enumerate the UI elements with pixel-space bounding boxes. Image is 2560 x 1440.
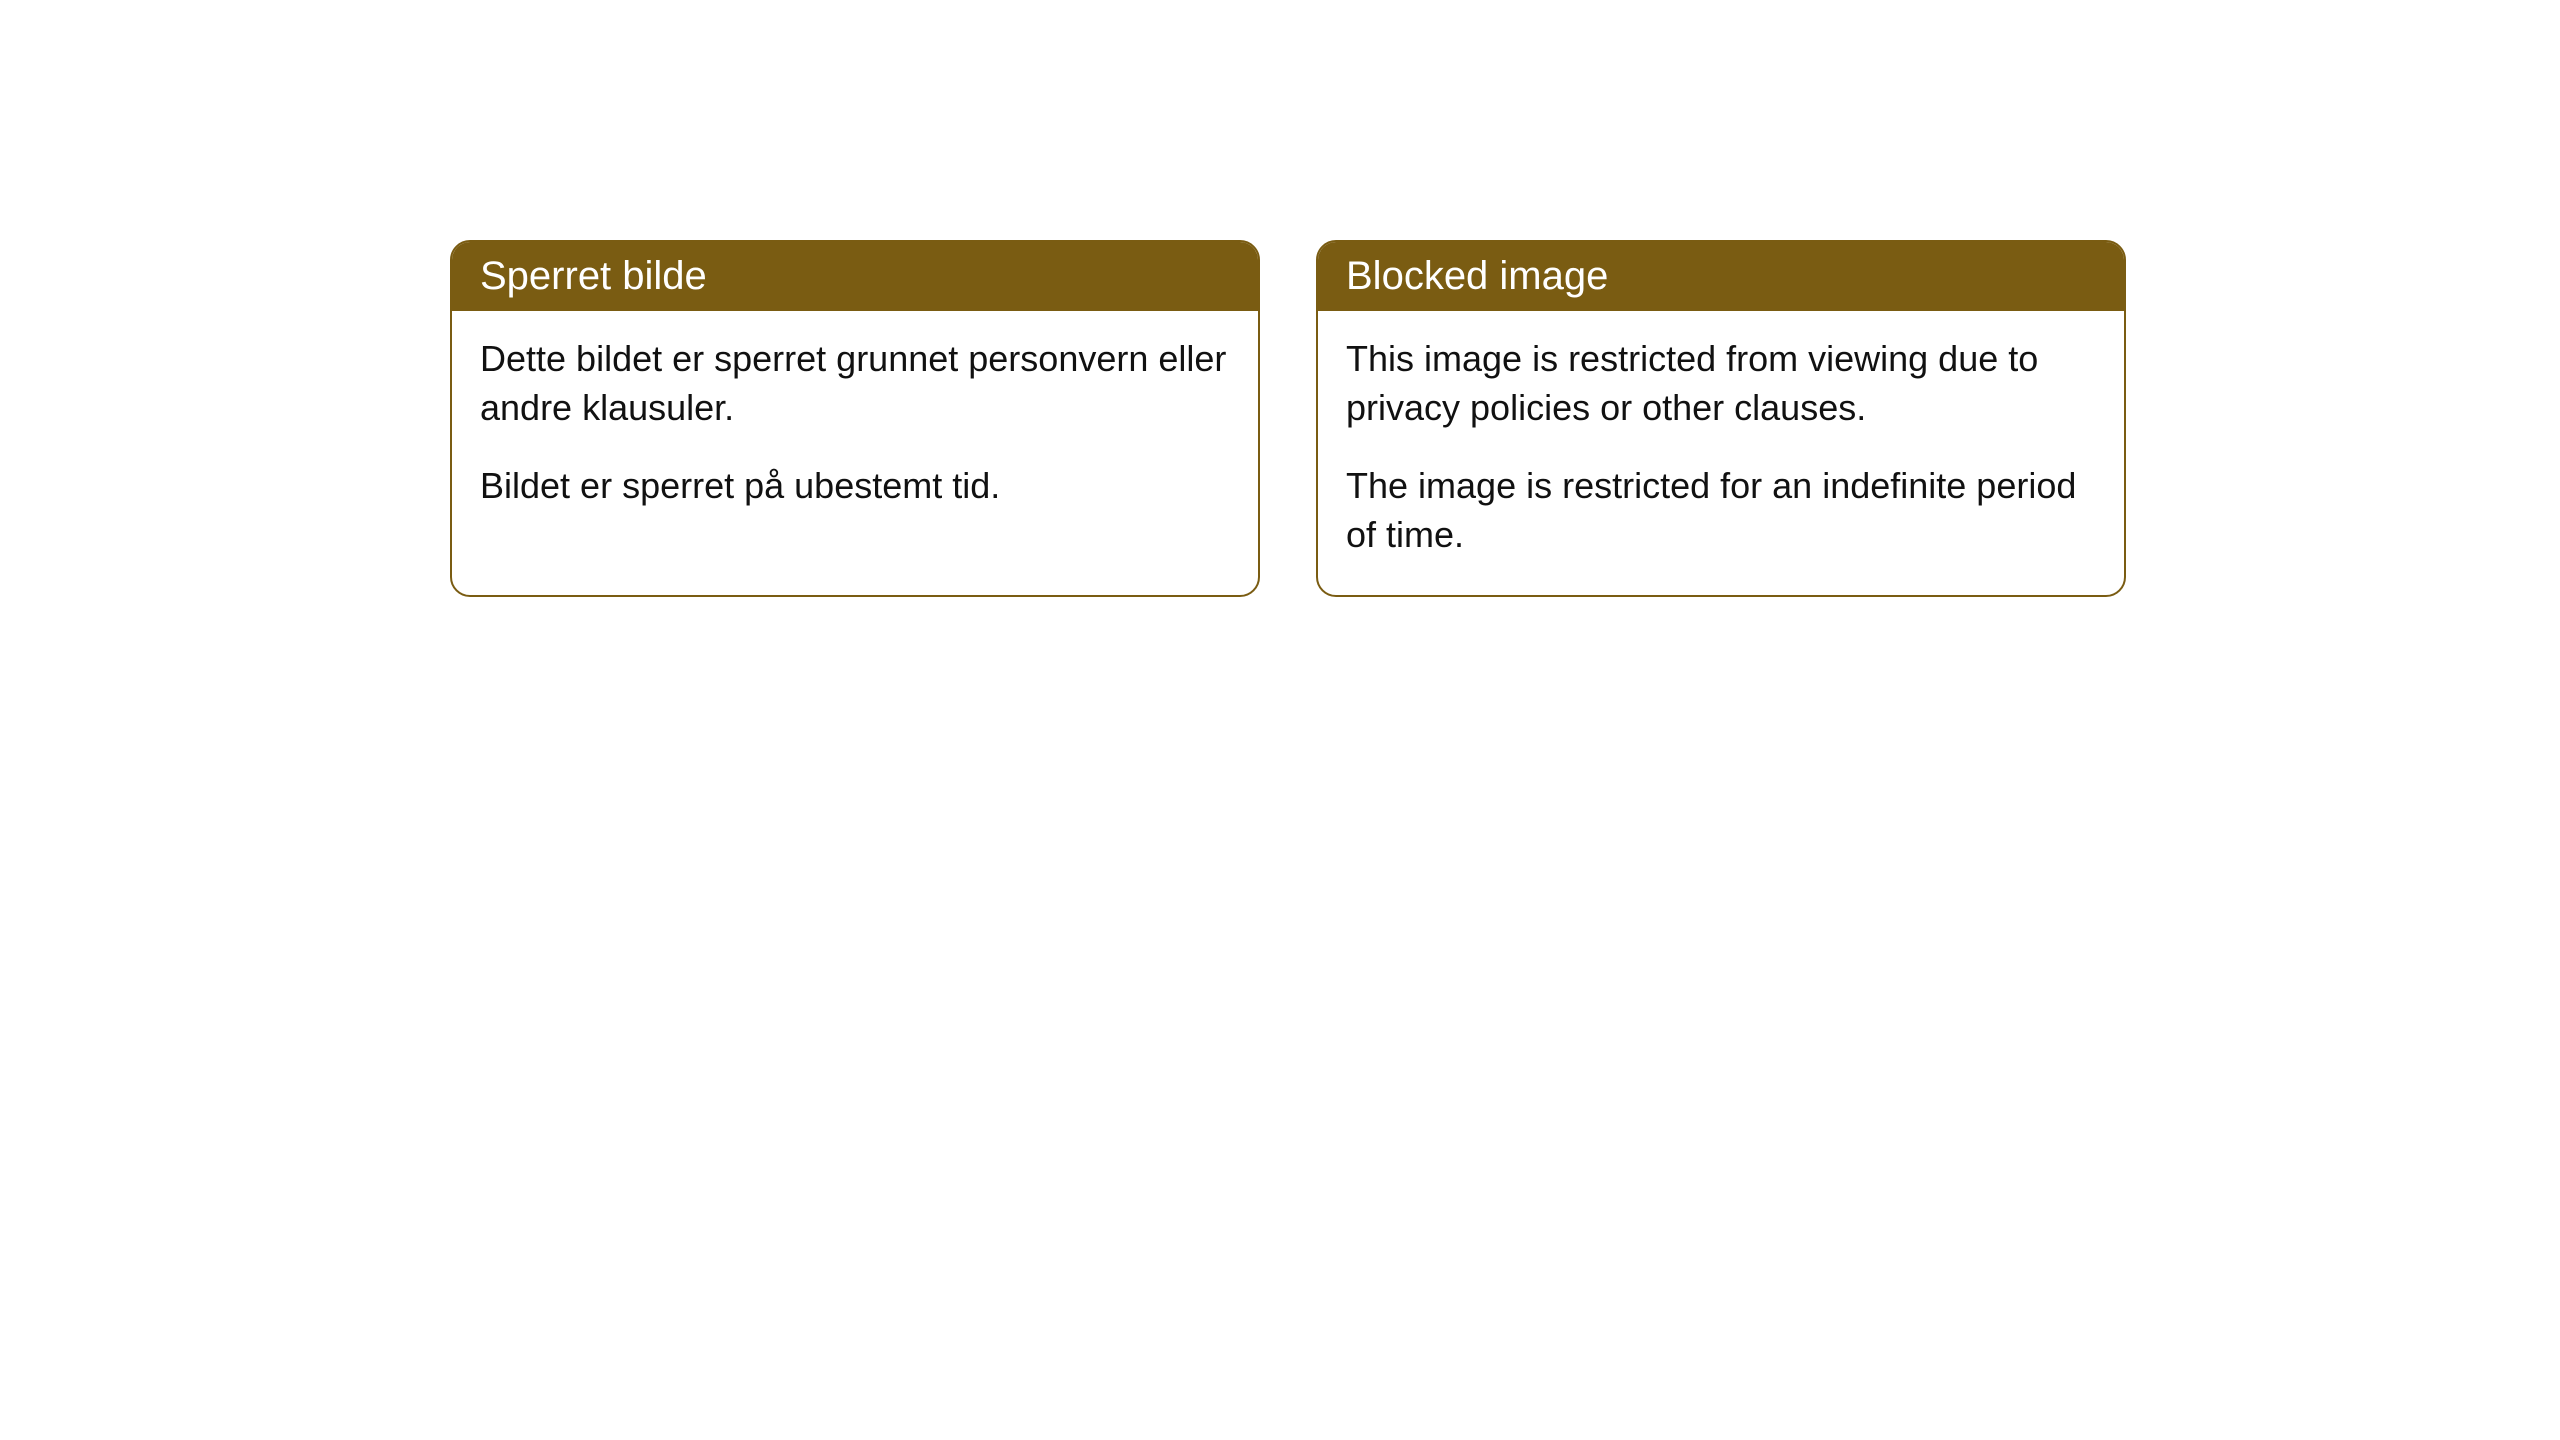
notice-paragraph: The image is restricted for an indefinit…: [1346, 462, 2096, 559]
notice-card-english: Blocked image This image is restricted f…: [1316, 240, 2126, 597]
notice-card-body: Dette bildet er sperret grunnet personve…: [452, 311, 1258, 547]
notice-card-norwegian: Sperret bilde Dette bildet er sperret gr…: [450, 240, 1260, 597]
notice-card-title: Blocked image: [1346, 254, 1608, 298]
notice-cards-container: Sperret bilde Dette bildet er sperret gr…: [450, 240, 2126, 597]
notice-paragraph: Dette bildet er sperret grunnet personve…: [480, 335, 1230, 432]
notice-card-header: Sperret bilde: [452, 242, 1258, 311]
notice-card-header: Blocked image: [1318, 242, 2124, 311]
notice-card-body: This image is restricted from viewing du…: [1318, 311, 2124, 595]
notice-card-title: Sperret bilde: [480, 254, 707, 298]
notice-paragraph: Bildet er sperret på ubestemt tid.: [480, 462, 1230, 511]
notice-paragraph: This image is restricted from viewing du…: [1346, 335, 2096, 432]
